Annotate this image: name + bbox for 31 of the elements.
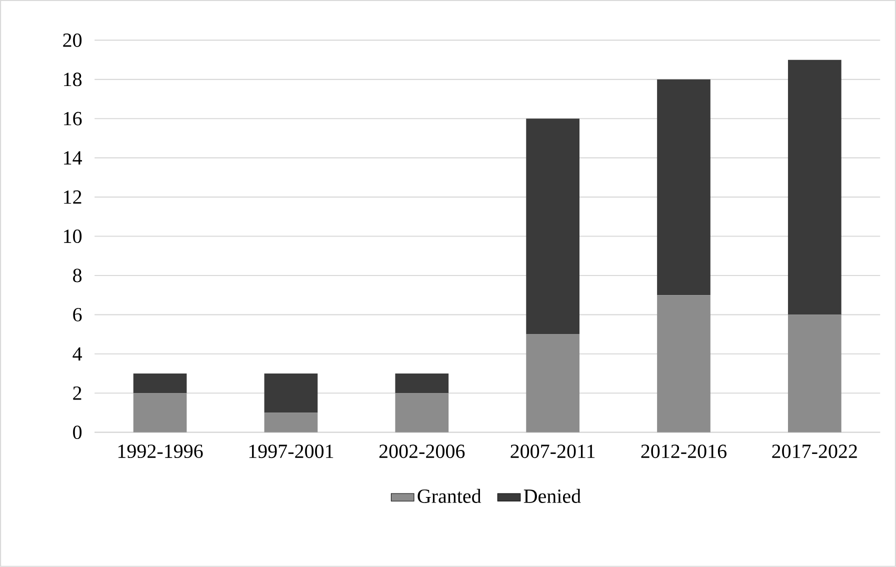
bar <box>788 60 842 315</box>
bar <box>395 374 449 394</box>
bar <box>133 374 187 394</box>
x-tick-label: 2007-2011 <box>510 444 595 458</box>
y-tick-label: 20 <box>63 34 82 47</box>
bar <box>264 374 318 413</box>
y-tick-label: 8 <box>73 268 82 282</box>
bar <box>526 118 580 334</box>
y-tick-label: 0 <box>73 426 82 440</box>
y-tick-label: 14 <box>64 151 82 164</box>
y-tick-label: 18 <box>64 72 82 86</box>
y-tick-label: 16 <box>64 112 82 126</box>
bar <box>526 334 580 432</box>
y-tick-label: 10 <box>64 230 82 244</box>
legend-label: Granted <box>418 488 482 504</box>
bar <box>657 79 710 296</box>
bar <box>657 295 710 432</box>
x-tick-label: 1997-2001 <box>249 444 334 458</box>
y-tick-label: 12 <box>64 190 82 204</box>
bar <box>788 314 842 432</box>
x-tick-label: 2002-2006 <box>379 444 465 458</box>
y-tick-label: 6 <box>73 308 82 322</box>
x-tick-label: 2017-2022 <box>772 444 857 458</box>
y-tick-label: 4 <box>72 347 82 361</box>
y-tick-label: 2 <box>73 386 82 400</box>
bar <box>395 393 449 432</box>
x-tick-label: 2012-2016 <box>641 444 726 458</box>
bar <box>264 412 318 432</box>
legend-label: Denied <box>524 488 581 504</box>
x-tick-label: 1992-1996 <box>118 444 203 458</box>
bar <box>133 393 187 432</box>
